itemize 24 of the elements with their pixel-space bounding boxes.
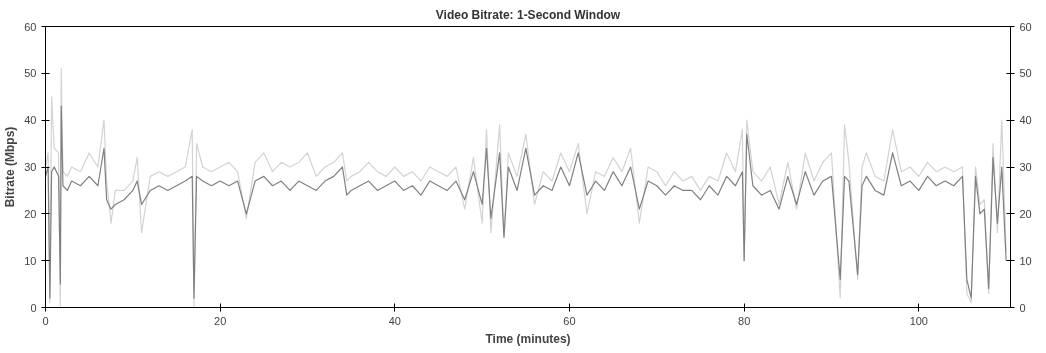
y2-tick-label: 30 [1019,161,1032,173]
line-series [45,105,1007,299]
x-tick-label: 40 [388,314,401,327]
y-tick-label: 40 [24,114,37,127]
y2-tick-label: 0 [1019,301,1026,314]
y-tick-label: 10 [24,254,37,267]
y2-tick-label: 20 [1019,207,1032,220]
x-tick-label: 20 [214,314,227,327]
chart-title: Video Bitrate: 1-Second Window [435,7,621,22]
y2-tick-label: 10 [1019,254,1032,267]
y-tick-label: 60 [24,20,37,33]
y-tick-label: 0 [30,301,37,314]
y-axis-title: Bitrate (Mbps) [3,126,18,208]
x-tick-label: 60 [563,314,576,327]
y2-tick-label: 50 [1019,67,1032,80]
x-tick-label: 80 [738,314,751,327]
x-tick-label: 0 [42,314,49,327]
y-tick-label: 30 [24,161,37,173]
x-axis-title: Time (minutes) [485,331,571,346]
y-tick-label: 20 [24,207,37,220]
y2-tick-label: 40 [1019,114,1032,127]
y-tick-label: 50 [24,67,37,80]
x-tick-label: 100 [909,314,928,327]
y2-tick-label: 60 [1019,20,1032,33]
